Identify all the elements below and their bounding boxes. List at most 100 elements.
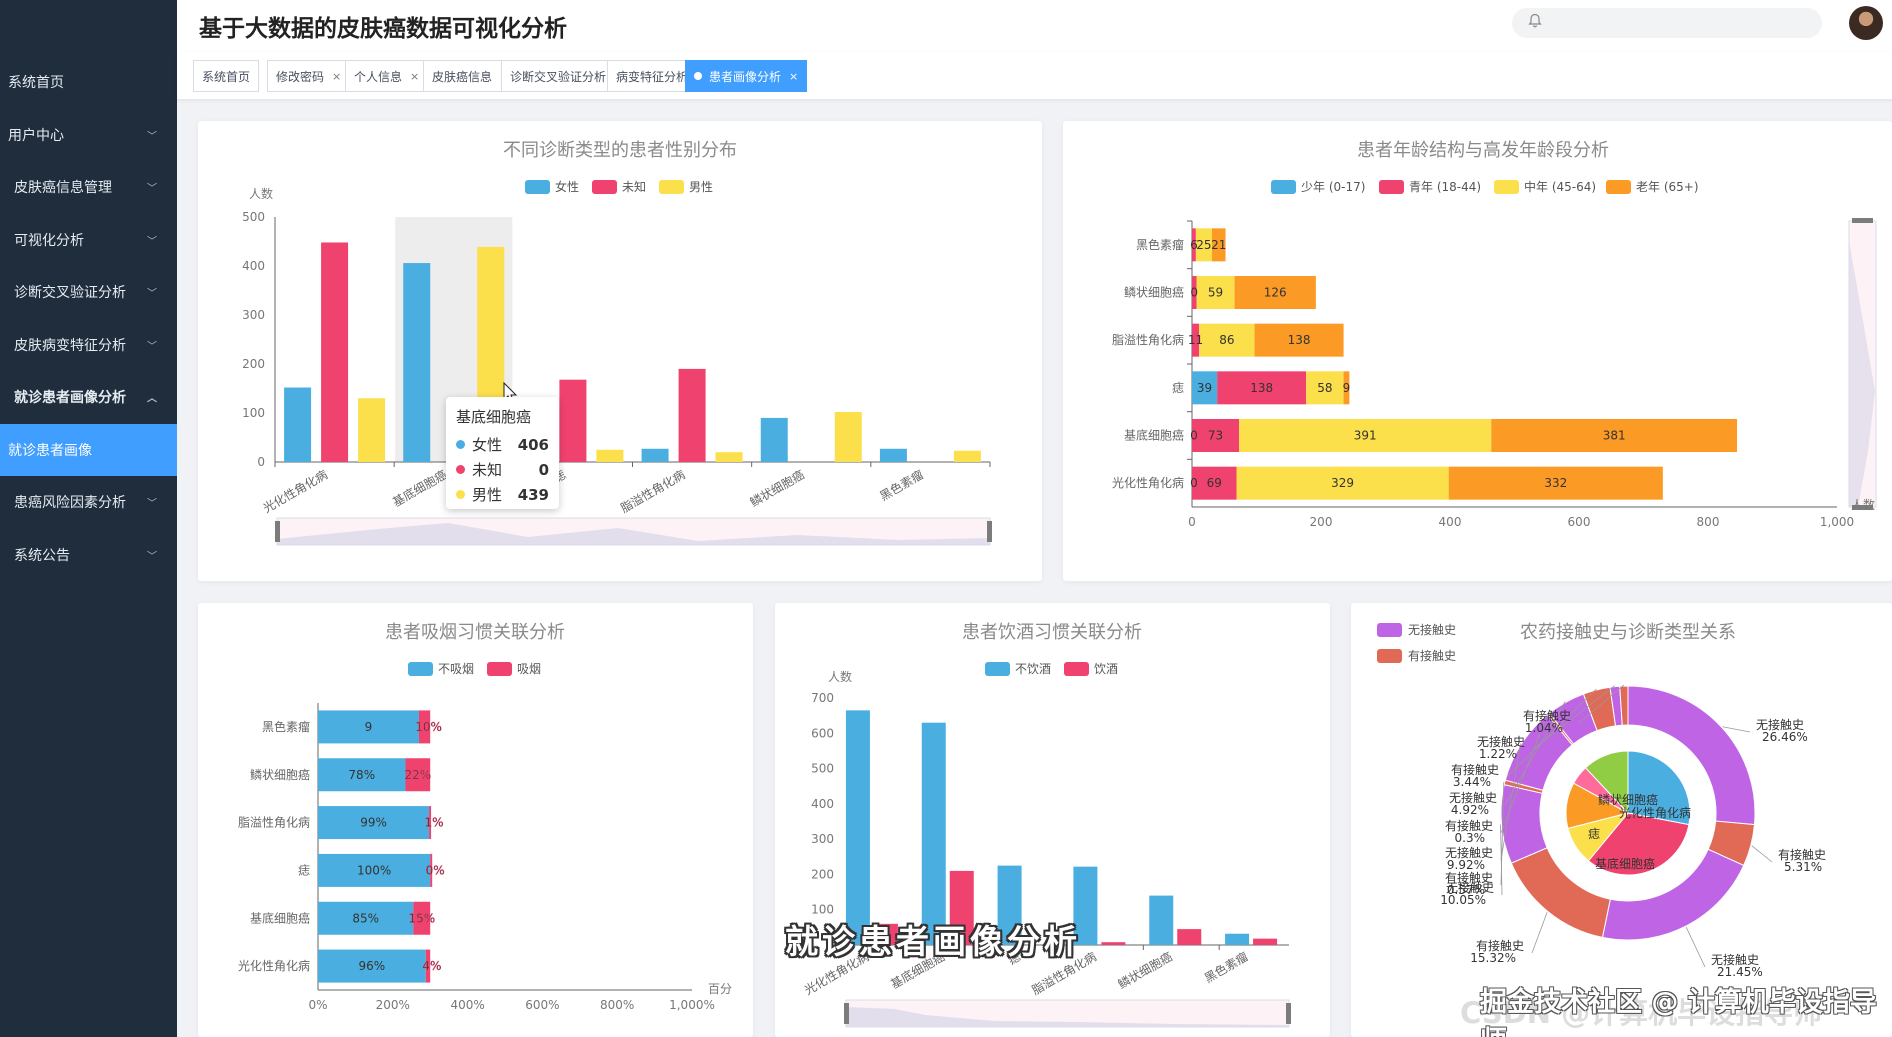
- bar-segment[interactable]: [318, 758, 406, 792]
- legend-label[interactable]: 未知: [622, 180, 646, 194]
- bar-segment[interactable]: [1192, 371, 1218, 405]
- bar-segment[interactable]: [318, 949, 426, 983]
- legend-label[interactable]: 不饮酒: [1015, 662, 1051, 676]
- bar-segment[interactable]: [1192, 276, 1197, 309]
- bar-segment[interactable]: [1254, 323, 1344, 357]
- zoom-handle-right[interactable]: [987, 521, 992, 542]
- zoom-handle-bottom[interactable]: [1852, 505, 1873, 510]
- sidebar-item[interactable]: 诊断交叉验证分析 ﹀: [0, 266, 177, 319]
- legend-swatch[interactable]: [1377, 649, 1402, 663]
- bar[interactable]: [715, 452, 743, 462]
- bar-segment[interactable]: [318, 901, 414, 935]
- bar[interactable]: [921, 722, 946, 945]
- legend-label[interactable]: 有接触史: [1408, 648, 1456, 663]
- bar[interactable]: [1225, 933, 1250, 945]
- legend-label[interactable]: 老年 (65+): [1636, 180, 1699, 194]
- bar-segment[interactable]: [318, 710, 419, 744]
- sidebar-item[interactable]: 系统首页: [0, 56, 177, 109]
- bar[interactable]: [358, 398, 386, 462]
- legend-swatch[interactable]: [1377, 623, 1402, 637]
- bar[interactable]: [1177, 929, 1202, 945]
- sidebar-item[interactable]: 就诊患者画像分析 ︿: [0, 371, 177, 424]
- sidebar-item[interactable]: 系统公告 ﹀: [0, 529, 177, 582]
- legend-label[interactable]: 中年 (45-64): [1524, 179, 1596, 194]
- bar[interactable]: [834, 412, 862, 462]
- tab[interactable]: 修改密码 ×: [267, 60, 351, 92]
- bar[interactable]: [596, 449, 624, 462]
- bar-segment[interactable]: [1192, 466, 1237, 500]
- close-icon[interactable]: ×: [332, 69, 342, 83]
- bar-segment[interactable]: [1306, 371, 1344, 405]
- bar-segment[interactable]: [1234, 276, 1316, 309]
- bar[interactable]: [949, 870, 974, 945]
- bar[interactable]: [879, 448, 907, 462]
- bar[interactable]: [678, 368, 706, 462]
- bar-segment[interactable]: [418, 710, 431, 744]
- bar[interactable]: [1253, 938, 1278, 945]
- bar-segment[interactable]: [1239, 419, 1492, 452]
- legend-swatch[interactable]: [592, 180, 617, 194]
- bar-segment[interactable]: [1236, 466, 1449, 500]
- zoom-handle-top[interactable]: [1852, 218, 1873, 223]
- bar[interactable]: [321, 242, 349, 462]
- bar[interactable]: [403, 263, 431, 462]
- bar-segment[interactable]: [1343, 371, 1350, 405]
- sidebar-item[interactable]: 用户中心 ﹀: [0, 109, 177, 162]
- bar-segment[interactable]: [318, 806, 430, 840]
- bar-segment[interactable]: [318, 853, 431, 887]
- legend-label[interactable]: 不吸烟: [438, 662, 474, 676]
- bar[interactable]: [1149, 895, 1174, 945]
- legend-swatch[interactable]: [1064, 662, 1089, 676]
- legend-label[interactable]: 吸烟: [517, 662, 541, 676]
- legend-swatch[interactable]: [525, 180, 550, 194]
- sidebar-item[interactable]: 可视化分析 ﹀: [0, 214, 177, 267]
- bar[interactable]: [284, 387, 312, 462]
- bar-segment[interactable]: [1195, 228, 1212, 262]
- bar[interactable]: [845, 710, 870, 945]
- bar-segment[interactable]: [1199, 323, 1255, 357]
- bar-segment[interactable]: [429, 806, 432, 840]
- zoom-handle-right[interactable]: [1286, 1003, 1291, 1024]
- bar[interactable]: [760, 417, 788, 462]
- bar-segment[interactable]: [413, 901, 431, 935]
- bar-segment[interactable]: [1491, 419, 1738, 452]
- pesticide-chart[interactable]: 农药接触史与诊断类型关系无接触史有接触史鳞状细胞癌光化性角化病痣基底细胞癌无接触…: [1351, 603, 1892, 1037]
- bar-segment[interactable]: [425, 949, 431, 983]
- legend-label[interactable]: 青年 (18-44): [1409, 180, 1481, 194]
- zoom-handle-left[interactable]: [844, 1003, 849, 1024]
- bar-segment[interactable]: [430, 853, 433, 887]
- bar-segment[interactable]: [1211, 228, 1226, 262]
- pie-slice[interactable]: [1584, 750, 1629, 815]
- tab[interactable]: 系统首页: [193, 60, 260, 92]
- legend-swatch[interactable]: [1606, 180, 1631, 194]
- legend-swatch[interactable]: [659, 180, 684, 194]
- legend-swatch[interactable]: [1271, 180, 1296, 194]
- bar[interactable]: [641, 448, 669, 462]
- zoom-handle-left[interactable]: [275, 521, 280, 542]
- bar[interactable]: [559, 379, 587, 462]
- legend-label[interactable]: 饮酒: [1094, 662, 1118, 676]
- bar-segment[interactable]: [1448, 466, 1663, 500]
- bar-segment[interactable]: [1192, 323, 1200, 357]
- pie-slice[interactable]: [1627, 750, 1691, 826]
- search-input[interactable]: [1512, 8, 1822, 38]
- legend-label[interactable]: 少年 (0-17): [1301, 180, 1365, 194]
- bar[interactable]: [1101, 942, 1126, 945]
- sidebar-item[interactable]: 皮肤癌信息管理 ﹀: [0, 161, 177, 214]
- close-icon[interactable]: ×: [410, 69, 420, 83]
- user-avatar[interactable]: [1849, 6, 1883, 40]
- bar-segment[interactable]: [1192, 419, 1240, 452]
- legend-label[interactable]: 女性: [555, 179, 579, 194]
- pie-slice[interactable]: [1587, 812, 1690, 876]
- close-icon[interactable]: ×: [789, 69, 799, 83]
- bar-segment[interactable]: [405, 758, 431, 792]
- sidebar-item[interactable]: 患癌风险因素分析 ﹀: [0, 476, 177, 529]
- legend-swatch[interactable]: [408, 662, 433, 676]
- legend-swatch[interactable]: [1379, 180, 1404, 194]
- tab[interactable]: 个人信息 ×: [345, 60, 429, 92]
- legend-label[interactable]: 无接触史: [1408, 622, 1456, 637]
- legend-swatch[interactable]: [1494, 180, 1519, 194]
